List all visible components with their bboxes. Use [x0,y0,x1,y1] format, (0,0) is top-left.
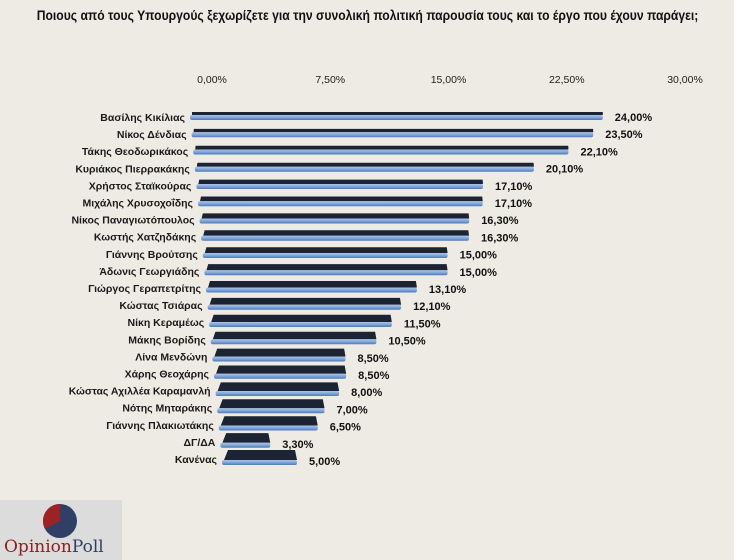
bar-top-face [212,331,377,340]
opinionpoll-logo: OpinionPoll [0,500,122,560]
bar [202,253,448,258]
data-label: 6,50% [330,422,361,434]
category-label: Νότης Μηταράκης [122,403,212,415]
bar [206,287,417,293]
bar-top-face [222,433,271,443]
data-label: 5,00% [309,456,340,468]
bar-top-face [195,145,569,150]
bar-top-face [214,348,346,357]
bar [196,184,483,189]
x-tick-label: 15,00% [431,74,467,86]
bar-top-face [200,196,483,202]
bar [193,149,569,155]
bar-top-face [224,450,297,460]
data-label: 15,00% [460,250,498,262]
category-label: Χρήστος Σταϊκούρας [89,180,192,192]
data-label: 8,50% [358,370,389,382]
data-label: 7,00% [337,404,368,416]
category-label: Γιώργος Γεραπετρίτης [88,283,201,295]
chart-title: Ποιους από τους Υπουργούς ξεχωρίζετε για… [36,8,699,23]
bar-top-face [192,112,603,115]
data-label: 10,50% [388,336,426,348]
x-tick-label: 22,50% [549,74,585,86]
logo-pie-icon [42,504,77,538]
category-label: Τάκης Θεοδωρικάκος [82,146,189,158]
bar [217,408,325,414]
data-label: 12,10% [413,301,451,313]
data-label: 24,00% [615,112,653,124]
category-label: Κυριάκος Πιερρακάκης [75,163,190,175]
data-label: 17,10% [495,198,533,210]
category-label: Κώστας Τσιάρας [119,300,203,312]
bar-top-face [198,179,483,184]
category-label: Βασίλης Κικίλιας [100,112,185,124]
bar [190,115,603,120]
bar [194,166,534,172]
bar-chart: 0,00% 7,50% 15,00% 22,50% 30,00% Βασίλης Κικί… [69,74,703,468]
category-label: Μάκης Βορίδης [128,334,206,346]
category-label: Νίκη Κεραμέως [127,317,204,329]
bar [218,425,318,431]
bar-top-face [201,213,470,219]
bar-top-face [193,128,594,133]
category-label: ΔΓ/ΔΑ [183,437,215,449]
bar [209,322,392,327]
bar-top-face [216,365,347,374]
bar [198,201,483,207]
bar [215,391,340,396]
logo-text: OpinionPoll [4,537,104,557]
data-label: 16,30% [481,215,519,227]
data-label: 11,50% [404,318,441,330]
bar-top-face [217,382,340,391]
bar [201,235,470,241]
bar [199,218,470,224]
category-label: Γιάννης Πλακιωτάκης [106,420,214,432]
x-tick-label: 0,00% [197,74,227,86]
category-label: Λίνα Μενδώνη [135,351,207,363]
bar [191,132,594,138]
bar [220,442,271,448]
bar-top-face [208,281,417,288]
x-tick-label: 7,50% [315,74,345,86]
category-label: Γιάννης Βρούτσης [106,249,198,261]
category-label: Χάρης Θεοχάρης [125,369,210,381]
data-label: 22,10% [580,146,618,158]
category-label: Νίκος Παναγιωτόπουλος [71,215,195,227]
bar [214,373,347,379]
data-label: 15,00% [460,267,498,279]
bar [212,356,346,362]
category-label: Κανένας [175,454,218,466]
data-label: 13,10% [429,284,467,296]
category-label: Κωστής Χατζηδάκης [94,232,197,244]
bar-top-face [196,162,534,167]
data-label: 8,00% [351,387,382,399]
data-label: 17,10% [495,181,533,193]
data-label: 20,10% [546,164,584,176]
bar-top-face [203,230,470,236]
category-label: Άδωνις Γεωργιάδης [99,266,200,278]
bar-top-face [209,297,402,305]
category-label: Νίκος Δένδιας [117,129,187,141]
bar-top-face [219,399,325,409]
bar-top-face [204,247,448,253]
category-label: Κώστας Αχιλλέα Καραμανλή [69,386,211,398]
bar [204,270,448,276]
category-label: Μιχάλης Χρυσοχοΐδης [83,198,194,210]
bar-top-face [220,416,318,426]
bar [222,460,297,465]
data-label: 3,30% [282,439,313,451]
bar [207,304,402,310]
x-tick-label: 30,00% [667,74,703,86]
data-label: 23,50% [605,129,643,141]
data-label: 8,50% [358,353,389,365]
bar-top-face [211,314,392,322]
data-label: 16,30% [481,232,519,244]
bar-top-face [206,264,448,271]
bar [210,339,377,345]
